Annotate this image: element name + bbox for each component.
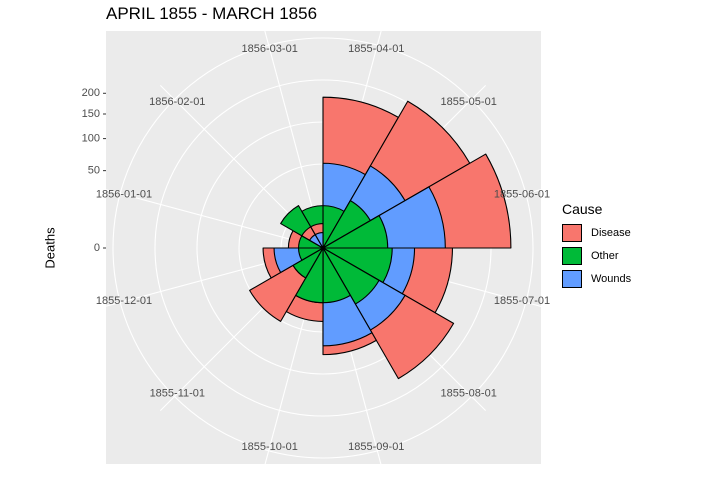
legend-title: Cause (562, 201, 603, 217)
chart-title: APRIL 1855 - MARCH 1856 (106, 4, 318, 23)
category-label: 1855-09-01 (348, 441, 404, 453)
legend-item-disease: Disease (562, 221, 631, 244)
wedge-wounds-1856-03-01 (314, 231, 324, 249)
legend-item-wounds: Wounds (562, 267, 631, 290)
category-label: 1855-08-01 (441, 388, 497, 400)
y-tick-label: 0 (94, 242, 100, 254)
legend-key-other (562, 246, 582, 265)
legend-label-wounds: Wounds (591, 272, 632, 285)
category-label: 1855-05-01 (441, 96, 497, 108)
category-label: 1856-02-01 (149, 96, 205, 108)
legend-key-wounds (562, 269, 582, 288)
legend-label-other: Other (591, 249, 619, 262)
grid-ring (112, 37, 534, 459)
y-tick-label: 50 (88, 165, 100, 177)
y-tick-label: 100 (82, 133, 100, 145)
wedges (249, 96, 512, 380)
legend-label-disease: Disease (591, 226, 631, 239)
category-label: 1855-04-01 (348, 43, 404, 55)
grid-spoke (106, 189, 324, 249)
category-label: 1856-03-01 (242, 43, 298, 55)
y-tick-label: 200 (82, 87, 100, 99)
y-tick-label: 150 (82, 108, 100, 120)
legend-item-other: Other (562, 244, 631, 267)
category-label: 1855-07-01 (494, 295, 550, 307)
category-labels: 1855-04-01 1855-05-01 1855-06-01 1855-07-01… (96, 43, 550, 453)
y-axis-ticks: 0 50 100 150 200 (82, 87, 106, 254)
legend-key-disease (562, 223, 582, 242)
category-label: 1855-12-01 (96, 295, 152, 307)
category-label: 1855-10-01 (242, 441, 298, 453)
category-label: 1855-06-01 (494, 189, 550, 201)
category-label: 1855-11-01 (150, 388, 205, 400)
legend: Cause Disease Other Wounds (562, 201, 631, 290)
category-label: 1856-01-01 (96, 189, 152, 201)
